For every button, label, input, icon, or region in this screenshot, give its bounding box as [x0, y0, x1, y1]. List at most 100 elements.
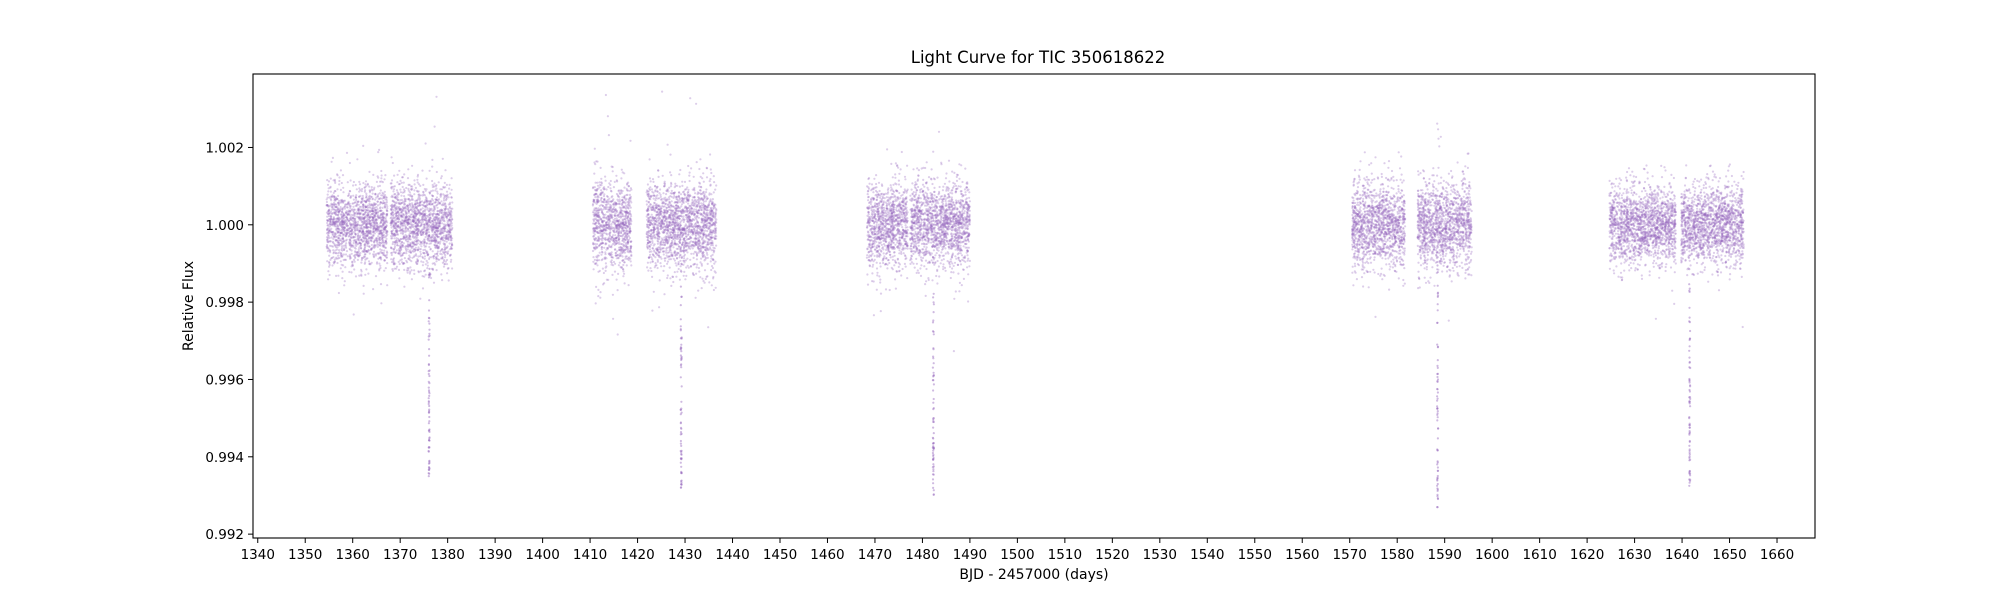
data-point [350, 213, 353, 216]
data-point [341, 220, 344, 223]
data-point [362, 292, 365, 295]
data-point [368, 206, 371, 209]
data-point [618, 198, 621, 201]
data-point [362, 206, 365, 210]
data-point [386, 262, 389, 265]
data-point [686, 186, 689, 189]
data-point [365, 232, 368, 235]
data-point [413, 183, 416, 186]
data-point [359, 242, 362, 245]
data-point [450, 234, 453, 237]
data-point [677, 231, 680, 234]
data-point [370, 195, 373, 198]
data-point [401, 185, 404, 189]
data-point [423, 223, 426, 226]
data-point [380, 249, 383, 252]
data-point [403, 251, 406, 254]
data-point [341, 174, 345, 177]
data-point [433, 237, 436, 240]
data-point [333, 199, 336, 202]
data-point [592, 242, 595, 246]
data-point [444, 169, 447, 172]
data-point [327, 180, 331, 183]
data-point [397, 202, 400, 205]
data-point [596, 209, 600, 212]
data-point [592, 235, 595, 238]
data-point [382, 253, 385, 256]
data-point [391, 199, 394, 202]
data-point [394, 207, 397, 210]
data-point [695, 102, 698, 105]
data-point [362, 181, 365, 185]
data-point [434, 239, 438, 242]
data-point [438, 258, 441, 261]
data-point [370, 233, 373, 236]
data-point [419, 225, 422, 228]
data-point [673, 239, 676, 243]
data-point [608, 182, 611, 185]
data-point [670, 174, 673, 177]
data-point [622, 268, 625, 271]
data-point [419, 250, 422, 253]
data-point [348, 244, 352, 247]
data-point [384, 198, 387, 201]
data-point [419, 270, 422, 273]
data-point [695, 272, 698, 275]
data-point [446, 267, 449, 270]
data-point [628, 222, 631, 225]
data-point [372, 217, 375, 220]
data-point [352, 313, 355, 316]
data-point [424, 236, 427, 239]
data-point [626, 182, 629, 185]
data-point [331, 234, 334, 237]
data-point [610, 261, 613, 264]
data-point [412, 231, 415, 234]
data-point [390, 226, 393, 229]
data-point [706, 262, 709, 265]
data-point [333, 258, 336, 261]
data-point [609, 226, 612, 229]
data-point [445, 211, 448, 214]
data-point [630, 254, 633, 258]
data-point [353, 226, 356, 230]
data-point [622, 270, 625, 273]
data-point [421, 228, 424, 231]
data-point [375, 211, 378, 214]
data-point [371, 207, 374, 210]
data-point [423, 219, 426, 222]
data-point [327, 278, 330, 281]
data-point [444, 250, 447, 253]
data-point [358, 205, 361, 208]
data-point [357, 217, 360, 220]
data-point [379, 238, 382, 241]
data-point [419, 232, 422, 235]
data-point [411, 249, 414, 252]
data-point [372, 207, 375, 210]
data-point [371, 219, 374, 222]
data-point [393, 216, 396, 220]
data-point [401, 231, 405, 234]
data-point [424, 142, 427, 145]
data-point [394, 202, 397, 205]
data-point [329, 190, 332, 193]
data-point [379, 221, 383, 224]
data-point [413, 193, 416, 196]
data-point [607, 200, 610, 203]
data-point [362, 197, 365, 200]
data-point [346, 213, 349, 216]
data-point [325, 198, 328, 201]
data-point [688, 179, 691, 183]
data-point [445, 258, 449, 262]
data-point [613, 270, 617, 273]
data-point [604, 179, 607, 182]
data-point [598, 251, 601, 254]
data-point [622, 215, 625, 218]
data-point [624, 231, 627, 234]
data-point [436, 190, 439, 193]
data-point [342, 228, 345, 231]
data-point [403, 268, 406, 271]
data-point [618, 242, 621, 246]
data-point [648, 177, 652, 180]
data-point [701, 238, 704, 241]
data-point [707, 203, 710, 206]
